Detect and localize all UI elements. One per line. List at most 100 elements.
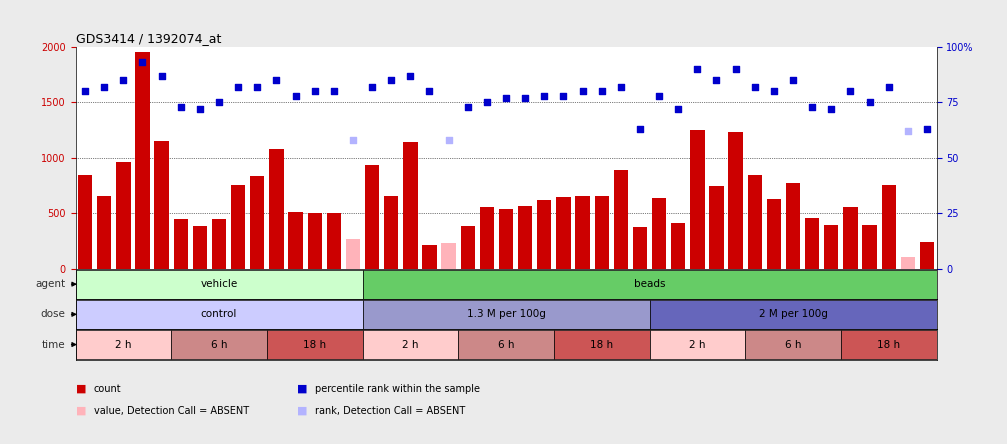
Bar <box>652 198 667 269</box>
Point <box>766 87 782 95</box>
Point <box>824 105 840 112</box>
Bar <box>250 176 265 269</box>
Bar <box>116 163 131 269</box>
Point <box>652 92 668 99</box>
Bar <box>154 141 169 269</box>
Text: 2 h: 2 h <box>115 340 132 349</box>
Point <box>134 59 151 66</box>
Point <box>250 83 266 90</box>
Bar <box>76 300 363 329</box>
Text: agent: agent <box>35 279 65 289</box>
Bar <box>747 174 762 269</box>
Text: 18 h: 18 h <box>590 340 613 349</box>
Bar <box>843 207 858 269</box>
Bar <box>594 196 609 269</box>
Bar <box>554 330 650 359</box>
Bar <box>650 300 937 329</box>
Bar <box>745 330 841 359</box>
Bar <box>690 130 705 269</box>
Bar <box>135 52 150 269</box>
Text: rank, Detection Call = ABSENT: rank, Detection Call = ABSENT <box>315 406 465 416</box>
Point <box>153 72 169 79</box>
Point <box>690 65 706 72</box>
Text: ■: ■ <box>76 406 86 416</box>
Point <box>805 103 821 110</box>
Bar <box>613 170 628 269</box>
Point <box>268 76 285 83</box>
Point <box>288 92 304 99</box>
Text: beads: beads <box>633 279 666 289</box>
Text: 2 h: 2 h <box>689 340 706 349</box>
Bar <box>307 214 322 269</box>
Bar <box>326 214 341 269</box>
Point <box>919 125 936 132</box>
Text: control: control <box>200 309 238 319</box>
Bar <box>460 226 475 269</box>
Point <box>230 83 247 90</box>
Bar <box>766 199 781 269</box>
Bar <box>441 243 456 269</box>
Text: ■: ■ <box>76 384 86 393</box>
Text: time: time <box>41 340 65 349</box>
Point <box>210 99 227 106</box>
Bar <box>231 185 246 269</box>
Bar <box>537 200 552 269</box>
Bar <box>363 270 937 299</box>
Bar <box>267 330 363 359</box>
Point <box>880 83 897 90</box>
Bar <box>345 239 361 269</box>
Text: vehicle: vehicle <box>200 279 238 289</box>
Point <box>460 103 476 110</box>
Point <box>632 125 649 132</box>
Bar <box>575 196 590 269</box>
Bar <box>384 196 399 269</box>
Bar <box>479 207 494 269</box>
Point <box>612 83 628 90</box>
Point <box>365 83 381 90</box>
Bar <box>632 227 648 269</box>
Bar <box>363 300 650 329</box>
Text: 2 h: 2 h <box>402 340 419 349</box>
Text: count: count <box>94 384 121 393</box>
Bar <box>288 212 303 269</box>
Point <box>115 76 131 83</box>
Point <box>594 87 610 95</box>
Bar <box>824 225 839 269</box>
Point <box>306 87 322 95</box>
Point <box>727 65 743 72</box>
Point <box>344 136 362 143</box>
Text: ■: ■ <box>297 406 307 416</box>
Text: 6 h: 6 h <box>497 340 515 349</box>
Bar <box>518 206 533 269</box>
Bar <box>785 183 801 269</box>
Bar <box>365 165 380 269</box>
Point <box>671 105 687 112</box>
Point <box>747 83 763 90</box>
Text: 1.3 M per 100g: 1.3 M per 100g <box>466 309 546 319</box>
Bar <box>422 245 437 269</box>
Text: 18 h: 18 h <box>303 340 326 349</box>
Bar <box>881 185 896 269</box>
Bar <box>269 149 284 269</box>
Point <box>403 72 419 79</box>
Bar <box>192 226 207 269</box>
Point <box>326 87 342 95</box>
Point <box>173 103 189 110</box>
Text: 6 h: 6 h <box>210 340 228 349</box>
Bar <box>805 218 820 269</box>
Point <box>498 94 515 101</box>
Bar <box>97 196 112 269</box>
Point <box>422 87 438 95</box>
Point <box>574 87 590 95</box>
Bar <box>171 330 267 359</box>
Text: ■: ■ <box>297 384 307 393</box>
Bar <box>919 242 934 269</box>
Text: 2 M per 100g: 2 M per 100g <box>758 309 828 319</box>
Bar <box>862 225 877 269</box>
Bar <box>76 270 363 299</box>
Text: dose: dose <box>40 309 65 319</box>
Bar <box>76 330 171 359</box>
Bar <box>709 186 724 269</box>
Point <box>479 99 495 106</box>
Point <box>843 87 859 95</box>
